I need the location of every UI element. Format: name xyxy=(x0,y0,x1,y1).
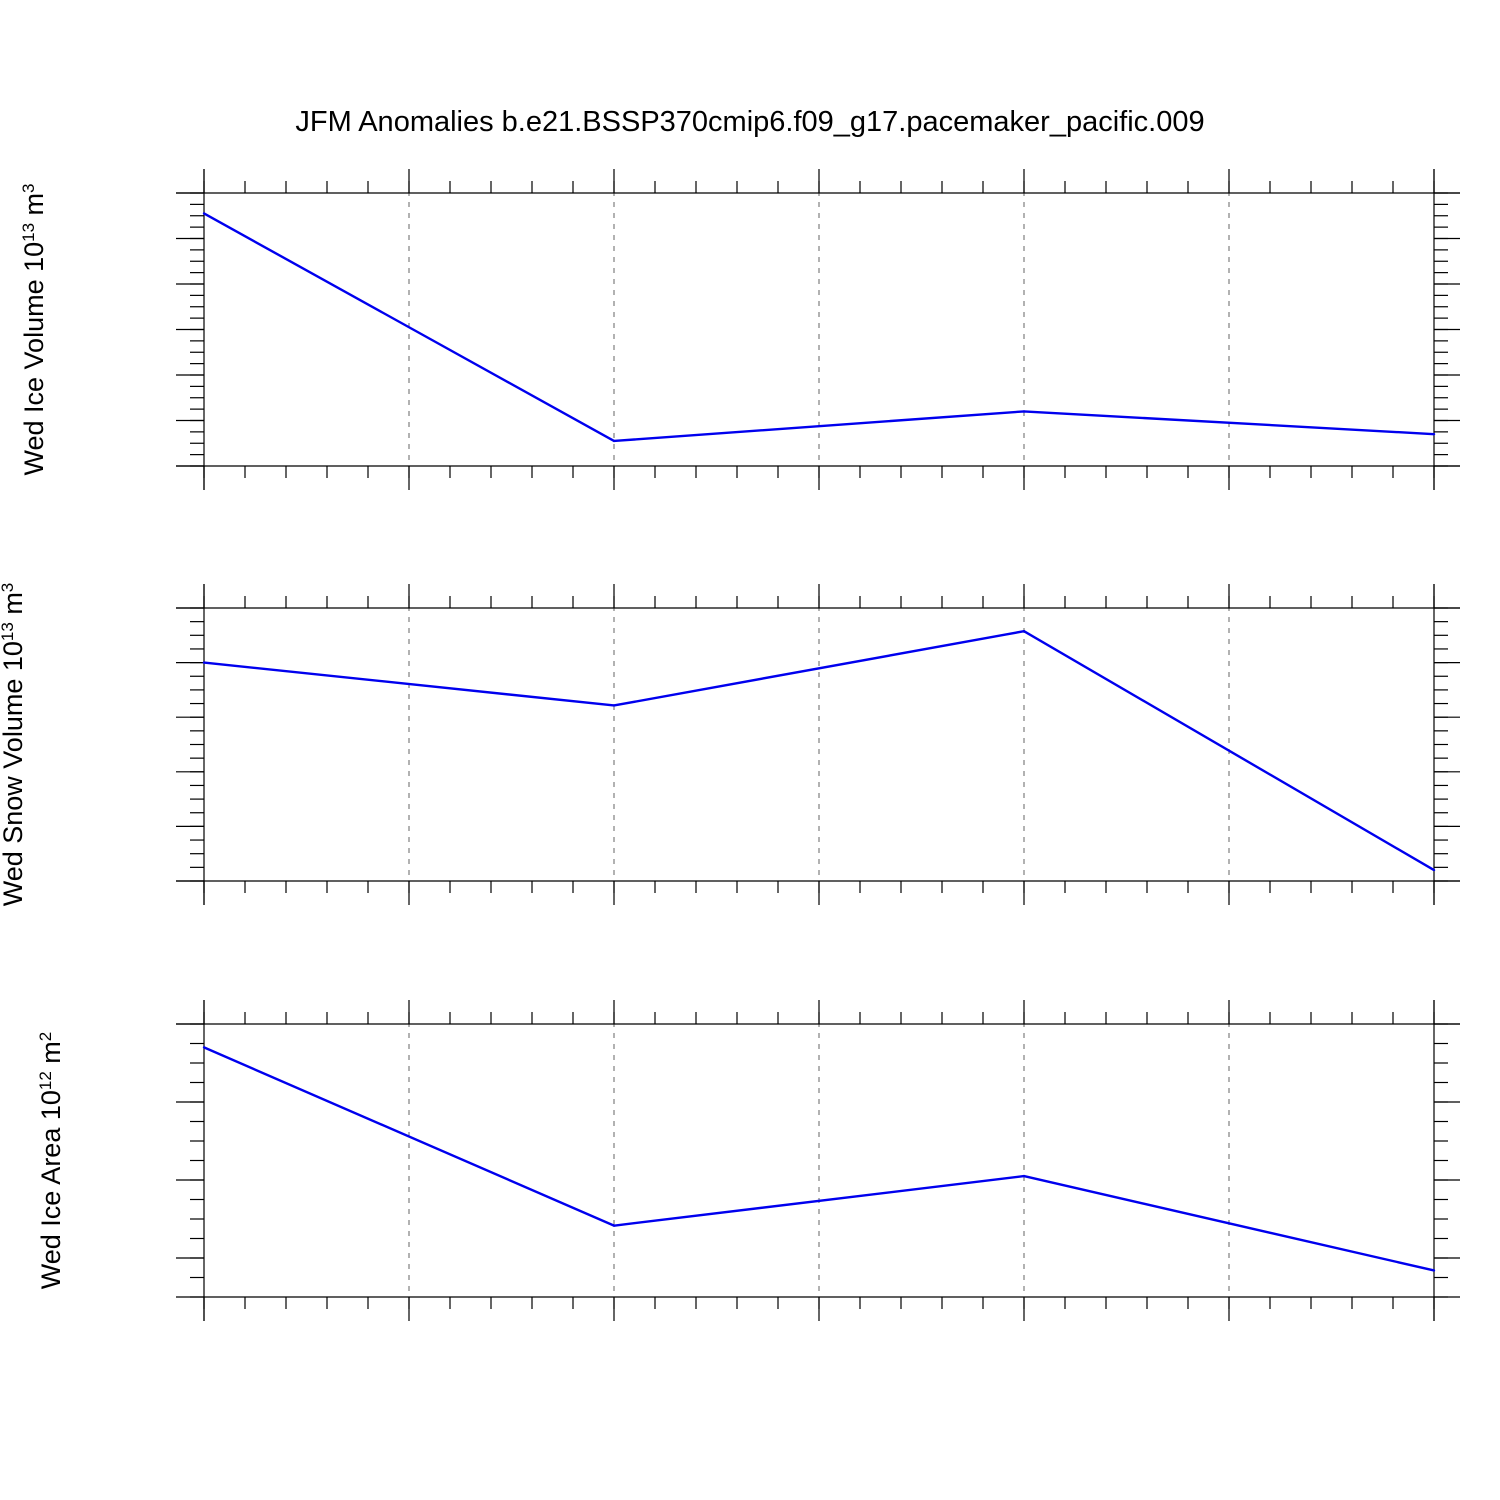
data-point xyxy=(202,1046,206,1049)
y-axis-title-sup: 12 xyxy=(36,1071,55,1090)
data-point xyxy=(202,661,206,664)
data-point xyxy=(1432,432,1436,436)
series-line xyxy=(203,212,1435,443)
y-axis-title: Wed Snow Volume 1013 m3 xyxy=(0,583,28,907)
data-point xyxy=(612,439,616,443)
y-axis-title: Wed Ice Area 1012 m2 xyxy=(36,1032,67,1290)
data-point xyxy=(1022,1174,1026,1178)
y-axis-title-main: Wed Ice Area 10 xyxy=(36,1090,66,1289)
y-axis-title-main: Wed Ice Volume 10 xyxy=(19,242,49,476)
y-axis-title-main: Wed Snow Volume 10 xyxy=(0,641,28,906)
data-point xyxy=(1022,630,1026,633)
series-line xyxy=(203,1046,1435,1272)
data-point xyxy=(202,212,206,215)
panel-3: Wed Ice Area 1012 m2 xyxy=(36,1000,1460,1321)
panel-2: Wed Snow Volume 1013 m3 xyxy=(0,583,1460,907)
data-point xyxy=(612,1224,616,1227)
data-point xyxy=(612,704,616,707)
y-axis-title-unit: m xyxy=(36,1041,66,1071)
y-axis-title: Wed Ice Volume 1013 m3 xyxy=(19,183,50,475)
data-point xyxy=(1022,410,1026,413)
y-axis-title-sup: 13 xyxy=(0,622,17,641)
y-axis-title-unit-sup: 2 xyxy=(36,1032,55,1041)
data-point xyxy=(1432,868,1436,872)
y-axis-title-sup: 13 xyxy=(19,223,38,242)
y-axis-title-unit: m xyxy=(0,592,28,622)
panel-1: Wed Ice Volume 1013 m3 xyxy=(19,169,1460,490)
data-point xyxy=(1432,1269,1436,1272)
y-axis-title-unit-sup: 3 xyxy=(0,583,17,592)
y-axis-title-unit: m xyxy=(19,193,49,223)
series-line xyxy=(203,630,1435,872)
chart-title: JFM Anomalies b.e21.BSSP370cmip6.f09_g17… xyxy=(295,106,1204,138)
y-axis-title-unit-sup: 3 xyxy=(19,183,38,192)
